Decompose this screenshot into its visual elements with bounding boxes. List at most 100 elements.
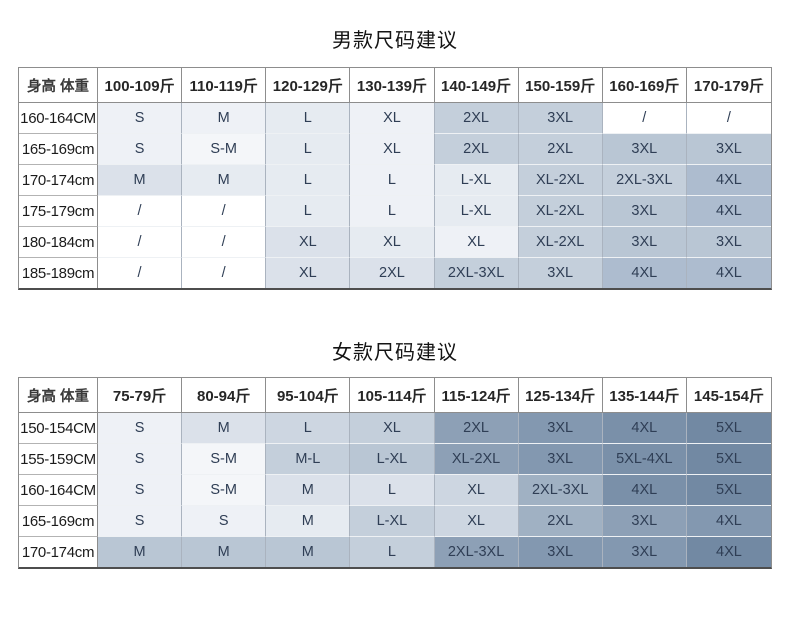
height-range-label: 160-164CM	[19, 103, 98, 134]
weight-range-header: 75-79斤	[98, 378, 183, 413]
size-cell: 2XL	[434, 103, 519, 134]
size-cell: XL	[350, 134, 435, 165]
weight-range-header: 160-169斤	[602, 68, 687, 103]
weight-range-header: 100-109斤	[98, 68, 183, 103]
size-cell: /	[602, 103, 687, 134]
size-cell: /	[98, 227, 183, 258]
size-cell: 4XL	[686, 537, 771, 567]
size-cell: S-M	[182, 444, 267, 475]
size-cell: 3XL	[518, 258, 603, 288]
size-cell: L	[350, 537, 435, 567]
size-cell: 3XL	[518, 444, 603, 475]
size-cell: XL	[350, 103, 435, 134]
size-cell: L	[350, 165, 435, 196]
size-cell: /	[182, 258, 267, 288]
table-row: 185-189cm / / XL 2XL 2XL-3XL 3XL 4XL 4XL	[19, 258, 771, 288]
womens-size-section: 女款尺码建议 身高 体重 75-79斤 80-94斤 95-104斤 105-114斤 1…	[18, 290, 772, 569]
weight-range-header: 115-124斤	[434, 378, 519, 413]
size-cell: 4XL	[686, 258, 771, 288]
size-cell: S	[98, 413, 183, 444]
size-cell: 2XL	[434, 413, 519, 444]
table-row: 160-164CM S M L XL 2XL 3XL / /	[19, 103, 771, 134]
table-row: 170-174cm M M M L 2XL-3XL 3XL 3XL 4XL	[19, 537, 771, 567]
size-cell: 4XL	[686, 196, 771, 227]
size-cell: S-M	[182, 134, 267, 165]
size-cell: L-XL	[434, 165, 519, 196]
size-cell: S-M	[182, 475, 267, 506]
size-cell: 3XL	[518, 413, 603, 444]
size-cell: L	[266, 165, 351, 196]
size-cell: 3XL	[602, 227, 687, 258]
table-row: 150-154CM S M L XL 2XL 3XL 4XL 5XL	[19, 413, 771, 444]
size-cell: L-XL	[434, 196, 519, 227]
size-cell: M	[182, 537, 267, 567]
size-cell: 5XL	[686, 413, 771, 444]
size-cell: 4XL	[686, 506, 771, 537]
weight-range-header: 110-119斤	[182, 68, 267, 103]
height-range-label: 175-179cm	[19, 196, 98, 227]
table-row: 165-169cm S S M L-XL XL 2XL 3XL 4XL	[19, 506, 771, 537]
size-cell: 3XL	[686, 227, 771, 258]
size-cell: 3XL	[602, 134, 687, 165]
size-cell: S	[98, 444, 183, 475]
size-cell: 2XL-3XL	[434, 258, 519, 288]
size-cell: 3XL	[518, 537, 603, 567]
size-cell: M	[98, 537, 183, 567]
size-cell: M	[266, 475, 351, 506]
weight-range-header: 120-129斤	[266, 68, 351, 103]
size-cell: 2XL-3XL	[602, 165, 687, 196]
size-cell: 3XL	[602, 506, 687, 537]
size-cell: XL	[350, 227, 435, 258]
weight-range-header: 95-104斤	[266, 378, 351, 413]
weight-range-header: 145-154斤	[686, 378, 771, 413]
weight-range-header: 130-139斤	[350, 68, 435, 103]
size-cell: M-L	[266, 444, 351, 475]
height-range-label: 180-184cm	[19, 227, 98, 258]
size-cell: L	[266, 196, 351, 227]
height-range-label: 155-159CM	[19, 444, 98, 475]
weight-range-header: 150-159斤	[518, 68, 603, 103]
mens-size-title: 男款尺码建议	[332, 30, 458, 52]
size-cell: 2XL	[518, 506, 603, 537]
size-cell: 2XL	[518, 134, 603, 165]
size-cell: M	[182, 413, 267, 444]
size-cell: M	[182, 103, 267, 134]
size-cell: /	[182, 227, 267, 258]
size-cell: /	[686, 103, 771, 134]
height-range-label: 150-154CM	[19, 413, 98, 444]
weight-range-header: 140-149斤	[434, 68, 519, 103]
table-row: 160-164CM S S-M M L XL 2XL-3XL 4XL 5XL	[19, 475, 771, 506]
size-cell: L	[266, 413, 351, 444]
weight-range-header: 125-134斤	[518, 378, 603, 413]
size-cell: 2XL-3XL	[434, 537, 519, 567]
height-range-label: 170-174cm	[19, 537, 98, 567]
size-cell: 5XL	[686, 475, 771, 506]
table-row: 170-174cm M M L L L-XL XL-2XL 2XL-3XL 4XL	[19, 165, 771, 196]
womens-size-title: 女款尺码建议	[332, 342, 458, 364]
size-cell: 4XL	[602, 258, 687, 288]
size-cell: 5XL	[686, 444, 771, 475]
size-cell: XL-2XL	[518, 196, 603, 227]
size-cell: M	[182, 165, 267, 196]
size-cell: 5XL-4XL	[602, 444, 687, 475]
womens-size-table: 身高 体重 75-79斤 80-94斤 95-104斤 105-114斤 115-124斤…	[18, 377, 772, 569]
height-range-label: 165-169cm	[19, 506, 98, 537]
size-cell: /	[98, 196, 183, 227]
size-cell: XL-2XL	[434, 444, 519, 475]
size-cell: 2XL	[434, 134, 519, 165]
size-cell: XL	[434, 227, 519, 258]
size-cell: 2XL	[350, 258, 435, 288]
size-cell: XL-2XL	[518, 227, 603, 258]
weight-range-header: 105-114斤	[350, 378, 435, 413]
size-cell: 3XL	[518, 103, 603, 134]
size-cell: 4XL	[686, 165, 771, 196]
height-range-label: 165-169cm	[19, 134, 98, 165]
weight-range-header: 170-179斤	[686, 68, 771, 103]
table-row: 175-179cm / / L L L-XL XL-2XL 3XL 4XL	[19, 196, 771, 227]
size-cell: S	[98, 134, 183, 165]
size-cell: XL	[350, 413, 435, 444]
size-cell: 4XL	[602, 475, 687, 506]
size-cell: XL	[434, 506, 519, 537]
size-cell: 4XL	[602, 413, 687, 444]
mens-size-section: 男款尺码建议 身高 体重 100-109斤 110-119斤 120-129斤 130-…	[18, 0, 772, 290]
